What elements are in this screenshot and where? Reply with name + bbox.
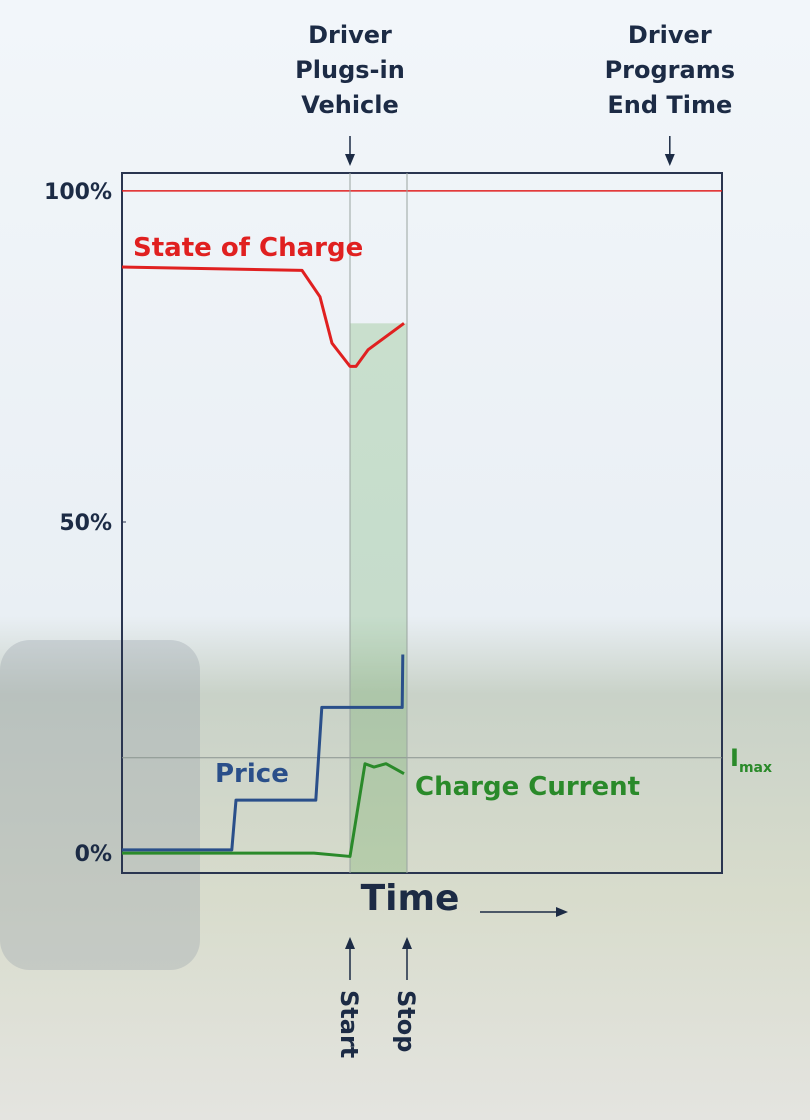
annotation-text: End Time bbox=[607, 91, 732, 119]
annotation-text: Driver bbox=[628, 21, 712, 49]
series-line bbox=[122, 762, 405, 858]
plot-frame bbox=[121, 172, 723, 874]
imax-symbol: I bbox=[730, 744, 739, 772]
imax-subscript: max bbox=[739, 760, 772, 776]
charging-band bbox=[350, 323, 407, 873]
y-tick-label: 100% bbox=[44, 180, 112, 205]
series-label: Charge Current bbox=[415, 772, 640, 802]
event-label: Start bbox=[335, 990, 363, 1058]
event-arrow-head bbox=[345, 937, 355, 949]
series-line bbox=[122, 654, 405, 852]
annotation-text: Plugs-in bbox=[295, 56, 405, 84]
annotation-text: Driver bbox=[308, 21, 392, 49]
annotation-arrow-head bbox=[345, 154, 355, 166]
time-arrow-head bbox=[556, 907, 568, 917]
series-label: State of Charge bbox=[133, 233, 363, 263]
series-line bbox=[121, 265, 405, 368]
y-tick-label: 50% bbox=[59, 511, 112, 536]
series-label: Price bbox=[215, 759, 289, 789]
x-axis-label: Time bbox=[361, 878, 460, 919]
imax-label: Imax bbox=[730, 744, 772, 776]
event-label: Stop bbox=[392, 990, 420, 1052]
annotation-text: Vehicle bbox=[301, 91, 399, 119]
annotation-arrow-head bbox=[664, 154, 675, 166]
annotation-text: Programs bbox=[605, 56, 735, 84]
y-tick-label: 0% bbox=[75, 842, 112, 867]
background-car bbox=[0, 640, 200, 970]
event-arrow-head bbox=[402, 937, 412, 949]
